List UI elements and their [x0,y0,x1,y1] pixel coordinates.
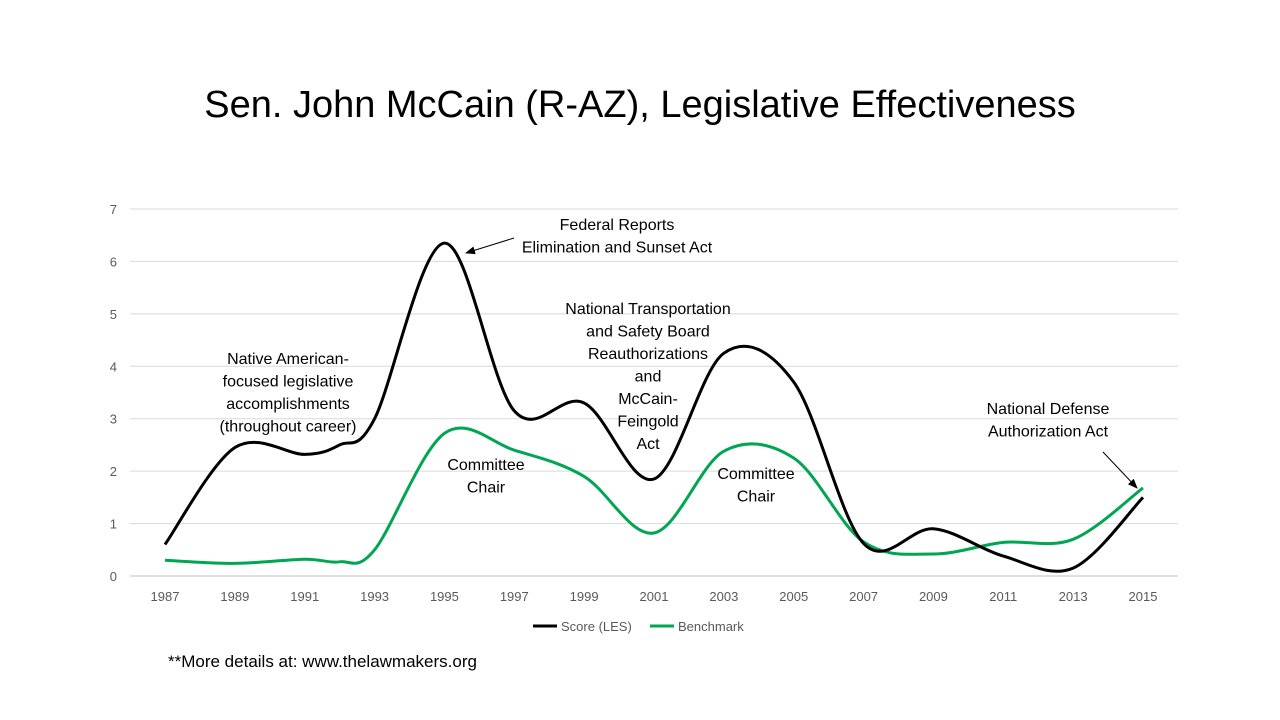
x-tick-label: 1993 [360,589,389,604]
annotation-ntsb: National Transportation and Safety Board R… [565,301,730,453]
x-tick-label: 2005 [779,589,808,604]
series-line-benchmark [164,426,1144,565]
x-tick-label: 2011 [989,589,1017,604]
legend: Score (LES) Benchmark [533,619,744,634]
annotation-ndaa: National Defense Authorization Act [987,401,1110,441]
x-tick-label: 1999 [570,589,599,604]
y-tick-label: 6 [110,254,117,269]
y-tick-label: 3 [110,412,117,427]
footnote: **More details at: www.thelawmakers.org [168,652,477,671]
series-line-score-les [163,241,1145,573]
y-tick-label: 1 [110,517,117,532]
x-tick-label: 2009 [919,589,948,604]
ndaa-arrow [1102,451,1138,489]
y-tick-label: 4 [110,359,117,374]
y-tick-label: 0 [110,569,117,584]
legend-label: Score (LES) [561,619,632,634]
chart-title: Sen. John McCain (R-AZ), Legislative Eff… [204,84,1076,126]
x-axis-ticks: 1987 1989 1991 1993 1995 1997 1999 2001 2003 2005… [151,589,1158,604]
y-tick-label: 7 [110,202,117,217]
x-tick-label: 2015 [1129,589,1158,604]
x-tick-label: 1991 [290,589,319,604]
x-tick-label: 2001 [640,589,669,604]
annotation-committee-chair-1: Committee Chair [447,457,524,497]
x-tick-label: 2003 [709,589,738,604]
y-tick-label: 2 [110,464,117,479]
annotation-committee-chair-2: Committee Chair [717,466,794,506]
gridlines [130,208,1178,577]
legend-label: Benchmark [678,619,744,634]
annotation-arrows [465,237,1138,489]
annotation-federal-reports: Federal Reports Elimination and Sunset Ac… [522,217,713,257]
x-tick-label: 1987 [151,589,180,604]
x-tick-label: 2013 [1059,589,1088,604]
x-tick-label: 1997 [500,589,529,604]
series-lines [163,241,1145,573]
federal-reports-arrow [465,237,515,255]
annotation-native-american: Native American-focused legislative accom… [220,351,357,436]
y-tick-label: 5 [110,307,117,322]
annotations: Federal Reports Elimination and Sunset Ac… [220,217,1110,506]
x-tick-label: 1995 [430,589,459,604]
y-axis-ticks: 0 1 2 3 4 5 6 7 [110,202,117,584]
x-tick-label: 1989 [220,589,249,604]
x-tick-label: 2007 [849,589,878,604]
